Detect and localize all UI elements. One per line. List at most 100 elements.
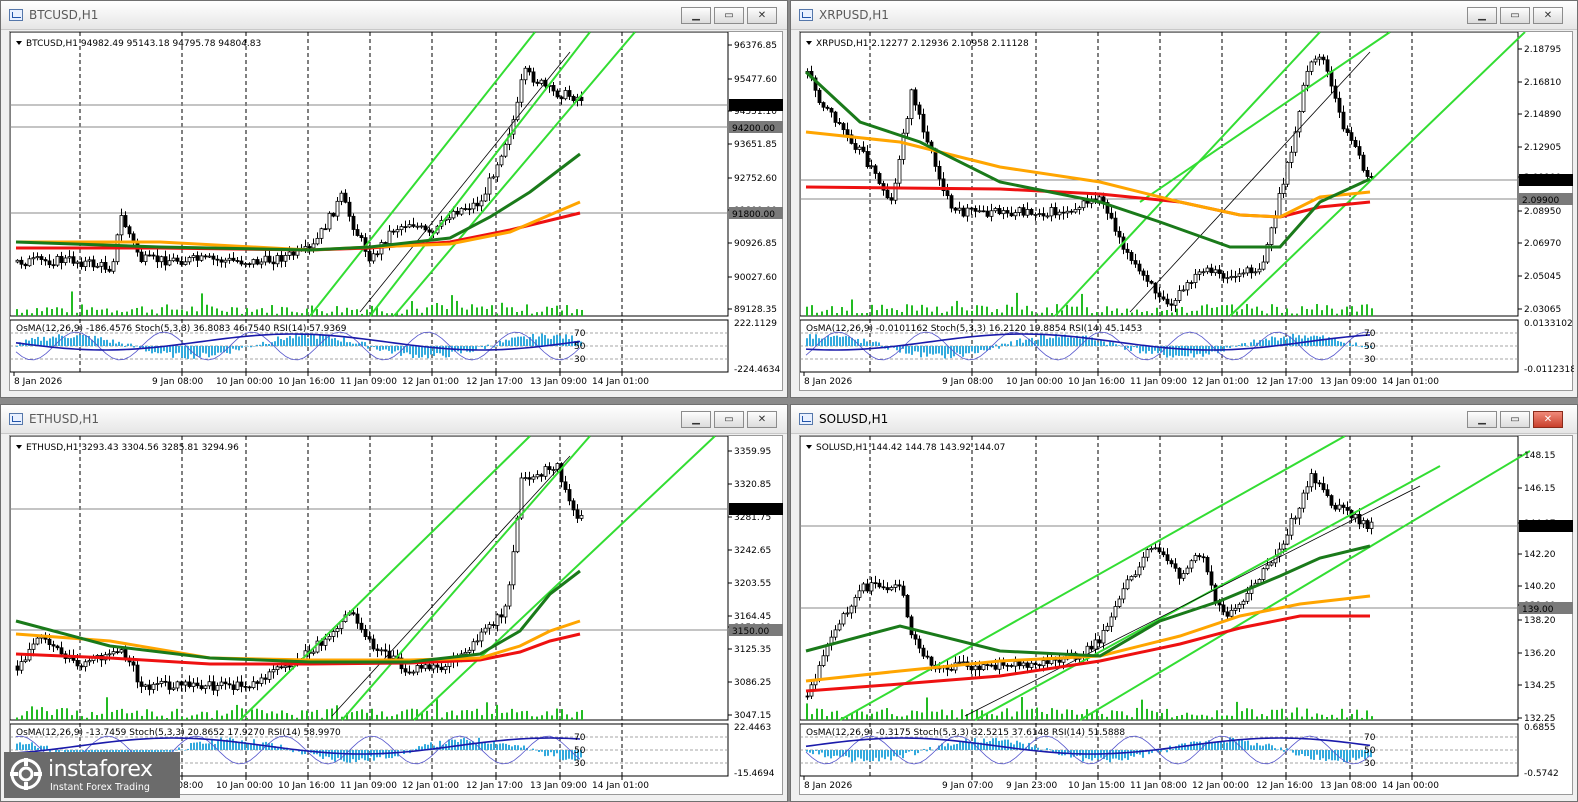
osma-histogram-bar (893, 750, 895, 757)
volume-bar (226, 311, 228, 316)
osma-histogram-bar (37, 747, 39, 750)
volume-bar (1181, 714, 1183, 720)
osma-histogram-bar (1067, 337, 1069, 346)
chart-area[interactable]: BTCUSD,H1 94982.49 95143.18 94795.78 948… (9, 31, 783, 391)
window-titlebar[interactable]: XRPUSD,H1 ▁ ▭ ✕ (791, 1, 1577, 30)
chart-window-solusd[interactable]: SOLUSD,H1 ▁ ▭ ✕ SOLUSD,H1 144.42 144.78 … (790, 404, 1578, 802)
candle-body (403, 668, 408, 673)
candle-body (1217, 269, 1222, 274)
close-button[interactable]: ✕ (1533, 7, 1563, 24)
osma-histogram-bar (142, 346, 144, 349)
volume-bar (906, 304, 908, 316)
volume-bar (1246, 708, 1248, 720)
chart-area[interactable]: XRPUSD,H1 2.12277 2.12936 2.10958 2.1112… (799, 31, 1574, 392)
candle-body (1293, 517, 1298, 520)
osma-histogram-bar (1124, 750, 1126, 759)
restore-button[interactable]: ▭ (714, 7, 744, 24)
osma-histogram-bar (953, 346, 955, 357)
osma-histogram-bar (923, 748, 925, 750)
close-button[interactable]: ✕ (747, 7, 777, 24)
price-chart-svg[interactable]: XRPUSD,H1 2.12277 2.12936 2.10958 2.1112… (800, 32, 1574, 392)
chart-area[interactable]: SOLUSD,H1 144.42 144.78 143.92 144.07 OsM… (799, 435, 1573, 795)
osma-histogram-bar (418, 346, 420, 358)
volume-bar (1106, 306, 1108, 316)
osma-histogram-bar (490, 346, 492, 347)
volume-bar (256, 309, 258, 316)
osma-histogram-bar (520, 336, 522, 346)
osma-histogram-bar (1181, 346, 1183, 356)
volume-bar (1366, 304, 1368, 316)
candle-body (239, 260, 244, 265)
volume-bar (1001, 312, 1003, 316)
current-price-tag: 2.11128 (1522, 177, 1559, 187)
chart-window-ethusd[interactable]: ETHUSD,H1 ▁ ▭ ✕ ETHUSD,H1 3293.43 3304.5… (0, 404, 788, 802)
chart-window-xrpusd[interactable]: XRPUSD,H1 ▁ ▭ ✕ XRPUSD,H1 2.12277 2.1293… (790, 0, 1578, 398)
minimize-button[interactable]: ▁ (1467, 411, 1497, 428)
volume-bar (1261, 714, 1263, 720)
osma-histogram-bar (250, 346, 252, 348)
close-button[interactable]: ✕ (1533, 411, 1563, 428)
osma-histogram-bar (175, 750, 177, 751)
osma-histogram-bar (40, 340, 42, 346)
trend-channel-line (1229, 32, 1526, 317)
main-panel-border (800, 32, 1519, 317)
osma-histogram-bar (938, 745, 940, 750)
osma-histogram-bar (926, 346, 928, 357)
volume-bar (556, 708, 558, 720)
osma-histogram-bar (205, 743, 207, 750)
price-chart-svg[interactable]: ETHUSD,H1 3293.43 3304.56 3285.81 3294.9… (10, 436, 784, 796)
volume-bar (161, 307, 163, 316)
minimize-button[interactable]: ▁ (681, 411, 711, 428)
candle-body (251, 259, 256, 265)
time-axis-label: 14 Jan 00:00 (1382, 781, 1439, 791)
osma-histogram-bar (1022, 743, 1024, 750)
price-chart-svg[interactable]: BTCUSD,H1 94982.49 95143.18 94795.78 948… (10, 32, 784, 392)
candle-body (1161, 551, 1166, 556)
osma-histogram-bar (220, 737, 222, 750)
volume-bar (131, 309, 133, 316)
candle-body (969, 207, 974, 210)
volume-bar (976, 305, 978, 316)
volume-bar (1291, 313, 1293, 316)
chart-ohlc-label: BTCUSD,H1 94982.49 95143.18 94795.78 948… (26, 39, 261, 49)
level-price-tag-bg (729, 624, 783, 636)
candle-body (491, 624, 496, 626)
volume-bar (1331, 308, 1333, 316)
volume-bar (1221, 305, 1223, 316)
osma-histogram-bar (1013, 744, 1015, 750)
osma-histogram-bar (818, 750, 820, 755)
window-titlebar[interactable]: ETHUSD,H1 ▁ ▭ ✕ (1, 405, 787, 434)
candle-body (1237, 603, 1242, 609)
candle-body (905, 594, 910, 618)
volume-bar (1116, 308, 1118, 316)
level-price-tag-bg (729, 207, 783, 219)
candle-body (571, 95, 576, 102)
restore-button[interactable]: ▭ (714, 411, 744, 428)
restore-button[interactable]: ▭ (1500, 7, 1530, 24)
restore-button[interactable]: ▭ (1500, 411, 1530, 428)
volume-bar (266, 312, 268, 316)
chart-area[interactable]: ETHUSD,H1 3293.43 3304.56 3285.81 3294.9… (9, 435, 783, 795)
volume-bar (896, 310, 898, 316)
volume-bar (531, 716, 533, 720)
chart-window-btcusd[interactable]: BTCUSD,H1 ▁ ▭ ✕ BTCUSD,H1 94982.49 95143… (0, 0, 788, 398)
candle-body (155, 255, 160, 263)
candle-body (845, 612, 850, 615)
candle-body (167, 681, 172, 690)
osma-histogram-bar (959, 346, 961, 355)
osma-histogram-bar (1052, 338, 1054, 346)
osma-histogram-bar (1343, 342, 1345, 346)
current-price-tag-bg (1519, 520, 1573, 532)
candle-body (407, 671, 412, 674)
window-titlebar[interactable]: BTCUSD,H1 ▁ ▭ ✕ (1, 1, 787, 30)
price-axis-label: 93651.85 (734, 140, 777, 150)
minimize-button[interactable]: ▁ (1467, 7, 1497, 24)
volume-bar (806, 703, 808, 720)
price-chart-svg[interactable]: SOLUSD,H1 144.42 144.78 143.92 144.07OsM… (800, 436, 1574, 796)
candle-body (323, 228, 328, 231)
minimize-button[interactable]: ▁ (681, 7, 711, 24)
osma-histogram-bar (1067, 750, 1069, 754)
window-titlebar[interactable]: SOLUSD,H1 ▁ ▭ ✕ (791, 405, 1577, 434)
volume-bar (1241, 309, 1243, 316)
close-button[interactable]: ✕ (747, 411, 777, 428)
